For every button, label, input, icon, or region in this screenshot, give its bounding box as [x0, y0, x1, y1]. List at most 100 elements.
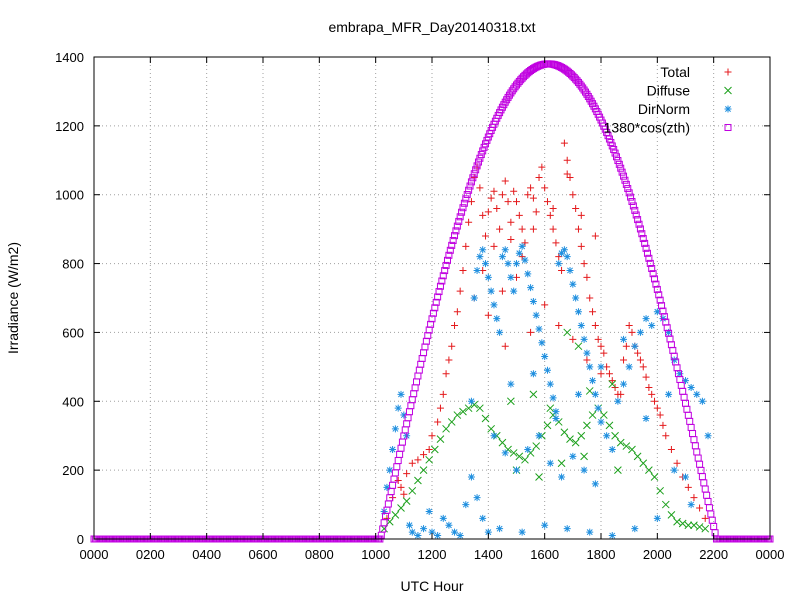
data-point — [625, 189, 633, 197]
data-point — [629, 202, 637, 210]
data-point — [451, 322, 459, 330]
data-point — [429, 309, 437, 317]
data-point — [490, 242, 498, 250]
data-point — [490, 301, 498, 309]
data-point — [563, 253, 571, 261]
data-point — [397, 390, 405, 398]
data-point — [459, 204, 467, 212]
data-point — [470, 170, 478, 178]
data-point — [574, 342, 583, 351]
data-point — [555, 322, 563, 330]
data-point — [518, 242, 526, 250]
data-point — [653, 404, 661, 412]
data-point — [682, 377, 689, 385]
data-point — [673, 517, 681, 526]
data-point — [620, 335, 628, 343]
data-point — [498, 191, 506, 199]
data-point — [445, 251, 453, 259]
data-point — [577, 211, 585, 219]
data-point — [651, 275, 659, 283]
data-point — [563, 156, 571, 164]
data-point — [639, 235, 647, 243]
data-point — [402, 497, 411, 505]
x-tick-label: 0000 — [80, 547, 109, 562]
data-point — [460, 199, 468, 207]
data-point — [571, 438, 580, 447]
data-point — [470, 294, 478, 302]
data-point — [624, 185, 632, 193]
data-point — [599, 411, 608, 419]
data-point — [566, 435, 574, 444]
data-point — [383, 483, 391, 491]
data-point — [620, 356, 628, 364]
data-point — [552, 239, 560, 247]
data-point — [408, 459, 416, 467]
data-point — [436, 282, 444, 290]
data-point — [652, 280, 660, 288]
data-point — [608, 142, 616, 150]
data-point — [611, 431, 619, 440]
data-point — [442, 424, 450, 433]
data-point — [676, 370, 684, 378]
data-point — [655, 291, 663, 299]
x-tick-label: 1600 — [530, 547, 559, 562]
x-tick-label: 1000 — [361, 547, 390, 562]
data-point — [600, 349, 608, 357]
y-axis-label: Irradiance (W/m2) — [5, 242, 21, 354]
x-tick-label: 0000 — [756, 547, 785, 562]
legend-label: Diffuse — [647, 83, 691, 99]
axes: 0000 0200 0400 0600 0800 1000 1200 1400 1600 1800… — [55, 50, 784, 562]
data-point — [572, 294, 580, 302]
data-point — [693, 390, 701, 398]
data-point — [560, 246, 568, 254]
data-point — [447, 418, 456, 426]
data-point — [472, 166, 480, 174]
data-point — [636, 225, 644, 233]
data-point — [597, 418, 605, 426]
data-point — [541, 353, 549, 361]
data-point — [642, 244, 650, 252]
data-point — [580, 335, 588, 343]
data-point — [515, 249, 523, 257]
data-point — [558, 249, 566, 257]
data-point — [474, 158, 482, 166]
data-point — [583, 356, 591, 364]
data-point — [586, 528, 594, 536]
legend-label: 1380*cos(zth) — [604, 120, 690, 136]
data-point — [397, 483, 405, 491]
data-point — [507, 218, 515, 226]
data-point — [479, 246, 487, 254]
data-point — [443, 256, 451, 264]
data-point — [651, 397, 659, 405]
data-point — [445, 356, 453, 364]
y-tick-label: 1000 — [55, 188, 84, 203]
x-tick-label: 0200 — [136, 547, 165, 562]
data-point — [428, 528, 436, 536]
data-point — [479, 211, 487, 219]
data-point — [518, 225, 526, 233]
legend-marker — [724, 68, 732, 76]
data-point — [608, 380, 617, 388]
data-point — [588, 411, 597, 419]
data-point — [569, 280, 577, 288]
data-point — [541, 521, 549, 529]
data-point — [469, 174, 477, 182]
data-point — [611, 149, 619, 157]
series-0 — [383, 139, 709, 522]
data-point — [690, 521, 698, 530]
data-point — [405, 521, 413, 529]
data-point — [670, 356, 678, 364]
data-point — [408, 528, 416, 536]
data-point — [490, 432, 498, 440]
data-point — [482, 260, 490, 268]
data-point — [420, 525, 428, 533]
data-point — [386, 466, 394, 474]
data-point — [414, 476, 422, 485]
data-point — [608, 445, 616, 453]
data-point — [439, 514, 447, 522]
data-point — [631, 206, 639, 214]
data-point — [642, 373, 650, 381]
data-point — [667, 445, 675, 453]
data-point — [521, 256, 529, 264]
